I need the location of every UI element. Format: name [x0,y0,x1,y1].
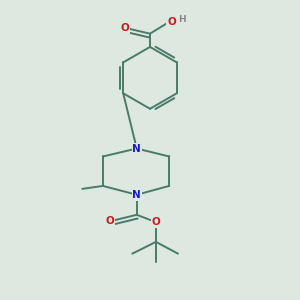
Text: O: O [121,23,129,33]
Text: O: O [106,216,115,226]
Text: N: N [132,143,141,154]
Text: O: O [167,17,176,27]
Text: N: N [132,190,141,200]
Text: O: O [152,217,160,227]
Text: H: H [178,15,185,24]
